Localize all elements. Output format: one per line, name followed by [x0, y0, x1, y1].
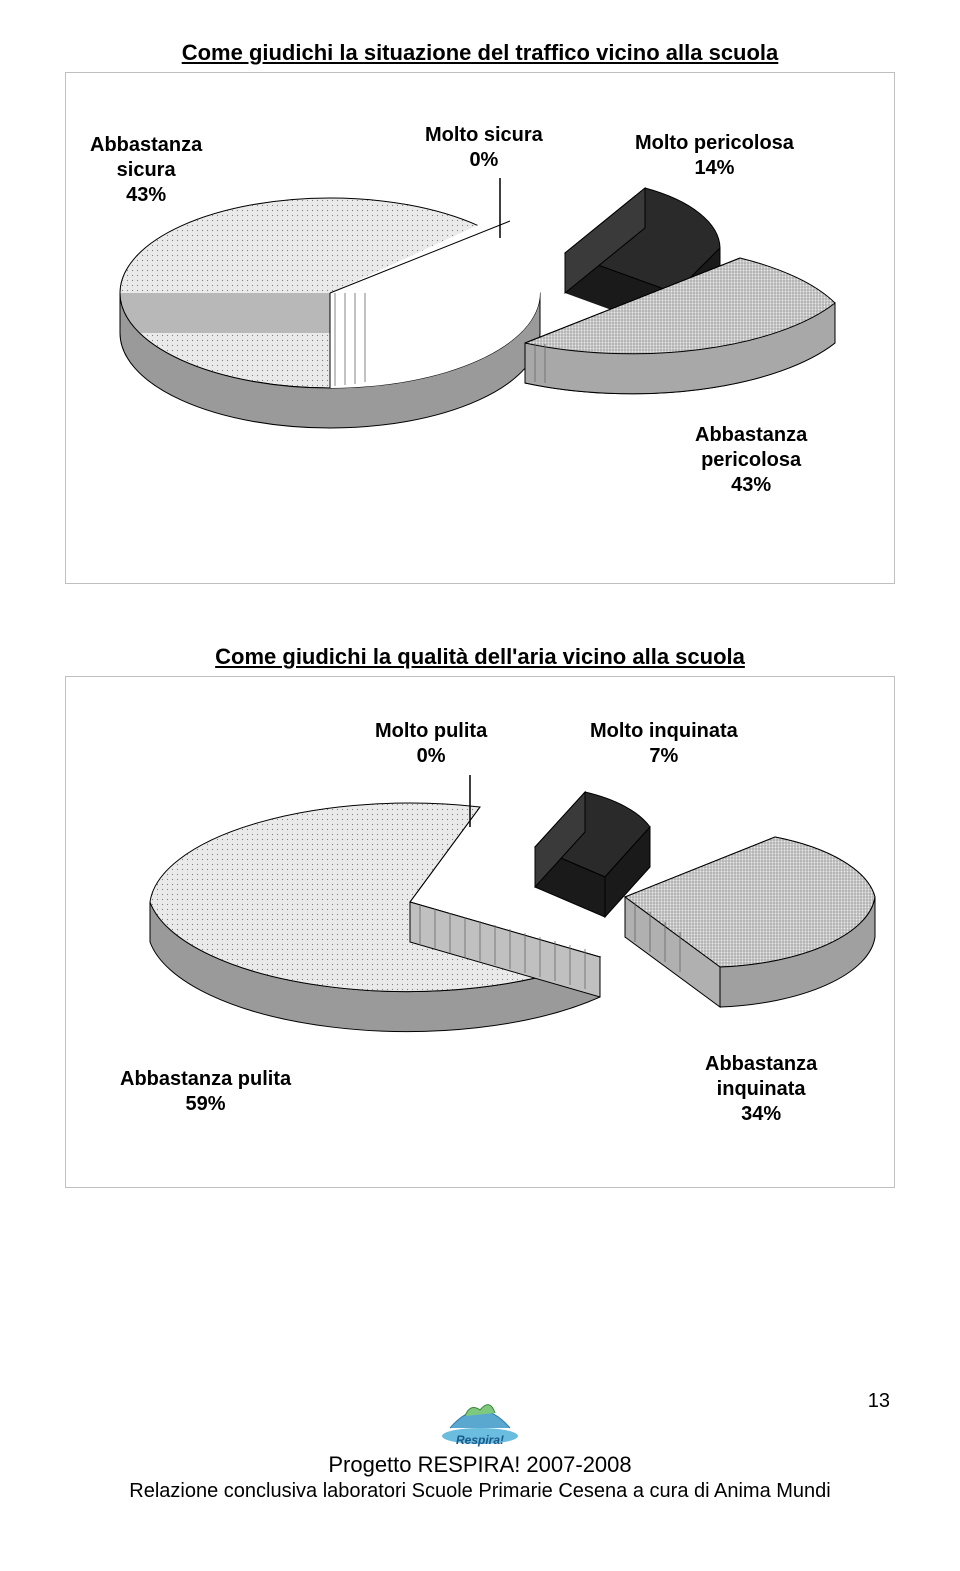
slice-abbastanza-inquinata	[625, 837, 875, 1007]
respira-logo-icon: Respira!	[435, 1388, 525, 1448]
label-molto-pulita: Molto pulita 0%	[375, 719, 487, 769]
label-molto-pericolosa: Molto pericolosa 14%	[635, 131, 794, 181]
slice-abbastanza-sicura	[120, 198, 544, 428]
label-molto-sicura: Molto sicura 0%	[425, 123, 543, 173]
chart1-title: Come giudichi la situazione del traffico…	[60, 40, 900, 66]
label-abbastanza-pulita: Abbastanza pulita 59%	[120, 1067, 291, 1117]
label-abbastanza-inquinata: Abbastanza inquinata 34%	[705, 1052, 817, 1127]
label-molto-inquinata: Molto inquinata 7%	[590, 719, 738, 769]
label-abbastanza-pericolosa: Abbastanza pericolosa 43%	[695, 423, 807, 498]
chart1-area: Abbastanza sicura 43% Molto sicura 0% Mo…	[80, 93, 880, 553]
document-page: Come giudichi la situazione del traffico…	[0, 0, 960, 1543]
chart2-box: Molto pulita 0% Molto inquinata 7% Abbas…	[65, 676, 895, 1188]
chart1-box: Abbastanza sicura 43% Molto sicura 0% Mo…	[65, 72, 895, 584]
footer: Respira! Progetto RESPIRA! 2007-2008 Rel…	[60, 1388, 900, 1503]
page-number: 13	[868, 1390, 890, 1413]
chart2-area: Molto pulita 0% Molto inquinata 7% Abbas…	[80, 697, 880, 1157]
svg-text:Respira!: Respira!	[456, 1433, 504, 1447]
slice-abbastanza-pulita	[150, 803, 600, 1031]
footer-line1: Progetto RESPIRA! 2007-2008	[60, 1452, 900, 1478]
footer-line2: Relazione conclusiva laboratori Scuole P…	[60, 1480, 900, 1503]
chart2-title: Come giudichi la qualità dell'aria vicin…	[60, 644, 900, 670]
label-abbastanza-sicura: Abbastanza sicura 43%	[90, 133, 202, 208]
